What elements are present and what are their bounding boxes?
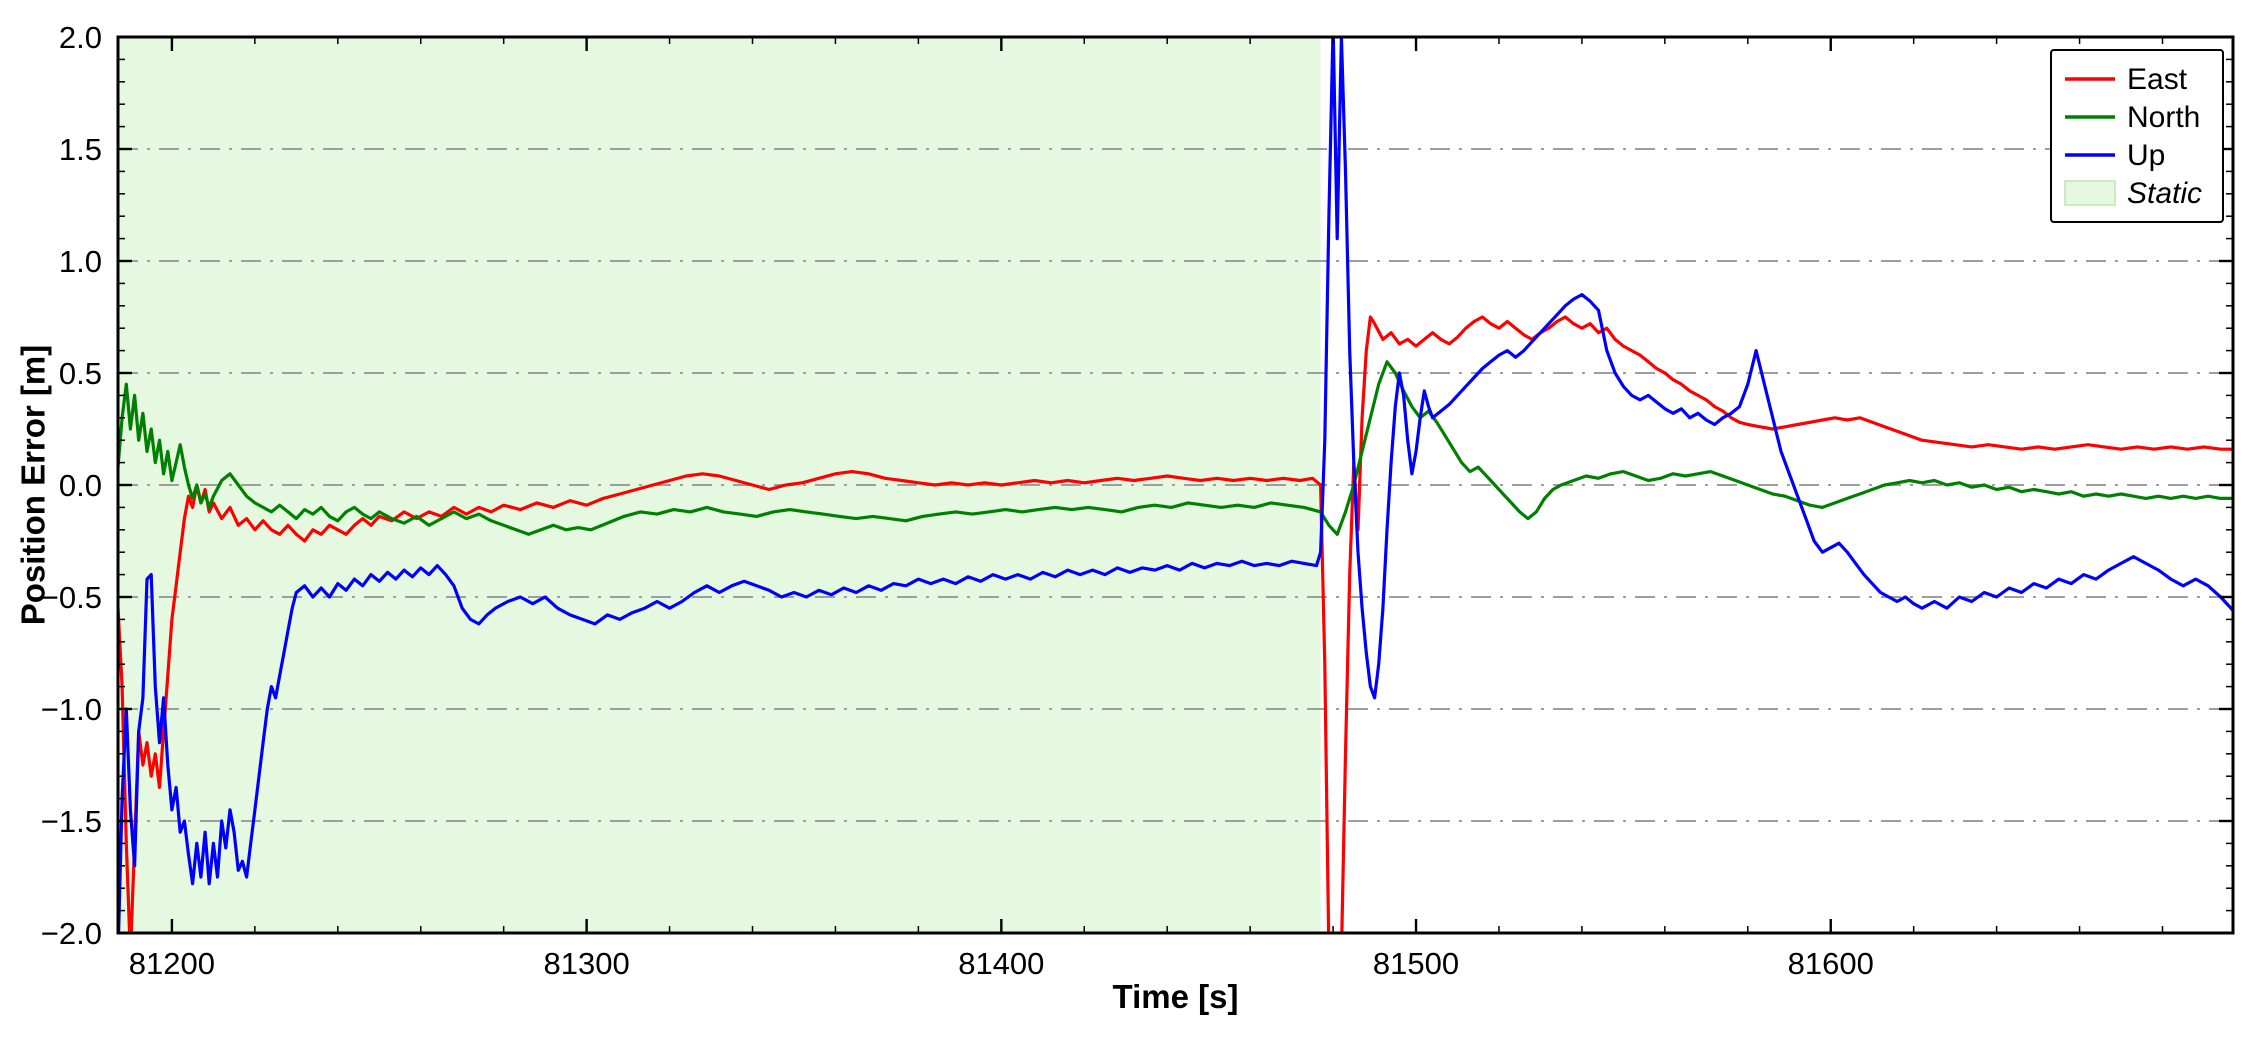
x-axis-label: Time [s]	[1112, 978, 1239, 1015]
y-tick-label: 0.0	[59, 468, 102, 503]
legend-label-east: East	[2127, 63, 2188, 96]
legend-label-up: Up	[2127, 139, 2165, 172]
legend-label-north: North	[2127, 101, 2200, 134]
x-tick-label: 81500	[1373, 946, 1459, 981]
legend-label-static: Static	[2127, 177, 2202, 210]
y-tick-label: 1.0	[59, 244, 102, 279]
x-tick-label: 81400	[958, 946, 1044, 981]
legend-swatch-static	[2064, 180, 2116, 206]
y-axis-label-wrap: Position Error [m]	[0, 37, 66, 933]
y-tick-label: 2.0	[59, 20, 102, 55]
y-axis-label: Position Error [m]	[14, 344, 51, 626]
legend-box	[2050, 49, 2224, 223]
y-tick-label: −2.0	[41, 916, 102, 951]
y-tick-label: −0.5	[41, 580, 102, 615]
legend: East North Up Static	[2050, 49, 2224, 223]
y-tick-label: 0.5	[59, 356, 102, 391]
series-up-line	[118, 37, 2233, 933]
y-tick-label: 1.5	[59, 132, 102, 167]
y-tick-label: −1.5	[41, 804, 102, 839]
series-north-line	[118, 360, 2233, 536]
x-tick-label: 81300	[544, 946, 630, 981]
x-tick-label: 81200	[129, 946, 215, 981]
y-tick-label: −1.0	[41, 692, 102, 727]
series-east-line	[118, 315, 2233, 933]
x-tick-label: 81600	[1788, 946, 1874, 981]
